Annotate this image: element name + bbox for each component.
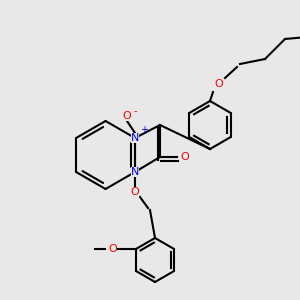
Text: N: N: [131, 133, 139, 143]
Text: O: O: [130, 187, 140, 197]
Text: O: O: [181, 152, 189, 162]
Text: -: -: [133, 106, 137, 116]
Text: O: O: [109, 244, 117, 254]
Text: N: N: [131, 167, 139, 177]
Text: +: +: [140, 125, 148, 135]
Text: O: O: [214, 79, 224, 89]
Text: O: O: [123, 111, 131, 121]
